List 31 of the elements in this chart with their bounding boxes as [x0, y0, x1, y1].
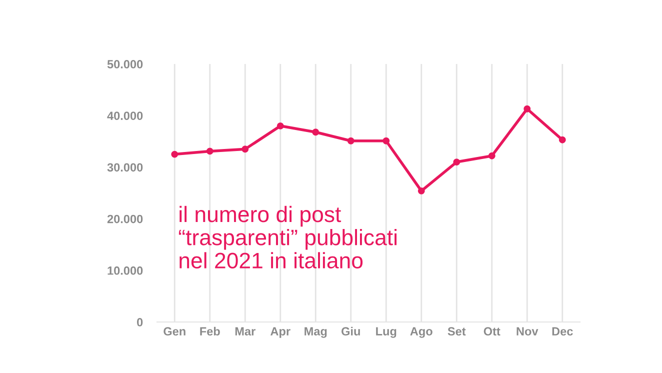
- x-tick-label: Giu: [342, 326, 360, 336]
- point: [171, 150, 178, 158]
- point: [206, 148, 214, 155]
- point: [453, 158, 460, 166]
- y-tick-label: 10.000: [108, 266, 143, 275]
- x-tick-label: Set: [448, 327, 466, 336]
- point: [242, 146, 249, 153]
- x-tick-label: Mag: [304, 327, 327, 338]
- x-tick-label: Apr: [270, 327, 290, 338]
- y-tick-label: 0: [137, 318, 143, 326]
- point: [418, 187, 425, 194]
- point: [524, 105, 531, 112]
- x-tick-label: Dec: [552, 327, 573, 336]
- point: [312, 128, 320, 136]
- x-tick-label: Ago: [410, 327, 432, 338]
- y-tick-label: 20.000: [107, 214, 143, 224]
- x-tick-label: Nov: [516, 327, 538, 336]
- x-tick-label: Feb: [200, 326, 220, 336]
- x-tick-label: Gen: [164, 327, 186, 336]
- x-tick-label: Mar: [235, 327, 256, 336]
- point: [488, 152, 496, 160]
- point: [347, 137, 354, 144]
- point: [382, 137, 390, 144]
- y-tick-label: 30.000: [107, 163, 143, 172]
- point: [558, 136, 566, 144]
- annotation: il numero di post “trasparenti” pubblicati nel 2021 in italiano: [178, 206, 397, 268]
- y-tick-label: 40.000: [107, 112, 143, 120]
- x-tick-label: Ott: [484, 327, 500, 336]
- point: [276, 122, 284, 130]
- x-tick-label: Lug: [376, 327, 396, 338]
- y-tick-label: 50.000: [107, 60, 143, 68]
